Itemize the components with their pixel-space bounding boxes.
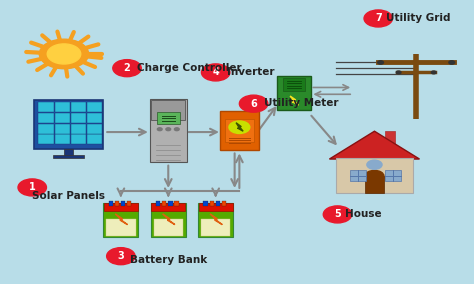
Circle shape [166, 128, 171, 131]
FancyBboxPatch shape [151, 203, 186, 237]
Circle shape [365, 170, 384, 182]
FancyBboxPatch shape [168, 201, 173, 206]
FancyBboxPatch shape [38, 102, 54, 112]
Text: Inverter: Inverter [227, 66, 274, 77]
Circle shape [113, 60, 141, 77]
Circle shape [378, 61, 383, 64]
FancyBboxPatch shape [55, 113, 70, 123]
FancyBboxPatch shape [121, 201, 125, 206]
Text: 1: 1 [29, 182, 36, 193]
FancyBboxPatch shape [151, 203, 185, 211]
Polygon shape [329, 131, 419, 159]
FancyBboxPatch shape [174, 201, 179, 206]
Circle shape [18, 179, 46, 196]
FancyBboxPatch shape [157, 112, 180, 124]
Circle shape [239, 95, 268, 112]
FancyBboxPatch shape [150, 99, 187, 162]
FancyBboxPatch shape [71, 113, 86, 123]
Circle shape [107, 248, 135, 265]
FancyBboxPatch shape [87, 124, 102, 134]
Polygon shape [290, 96, 299, 105]
FancyBboxPatch shape [365, 176, 384, 193]
FancyBboxPatch shape [87, 102, 102, 112]
Circle shape [157, 128, 162, 131]
FancyBboxPatch shape [154, 219, 183, 236]
Text: Utility Grid: Utility Grid [386, 13, 451, 23]
FancyBboxPatch shape [38, 113, 54, 123]
FancyBboxPatch shape [201, 219, 230, 236]
Polygon shape [115, 214, 128, 225]
Text: 4: 4 [212, 67, 219, 78]
Circle shape [229, 121, 250, 133]
FancyBboxPatch shape [210, 201, 214, 206]
Circle shape [396, 71, 401, 74]
FancyBboxPatch shape [220, 111, 259, 150]
Text: Utility Meter: Utility Meter [264, 98, 339, 108]
FancyBboxPatch shape [55, 102, 70, 112]
FancyBboxPatch shape [106, 219, 136, 236]
FancyBboxPatch shape [222, 201, 226, 206]
FancyBboxPatch shape [103, 203, 138, 237]
FancyBboxPatch shape [87, 113, 102, 123]
FancyBboxPatch shape [151, 100, 185, 120]
FancyBboxPatch shape [34, 100, 103, 149]
FancyBboxPatch shape [38, 124, 54, 134]
FancyBboxPatch shape [87, 134, 102, 144]
FancyBboxPatch shape [283, 78, 305, 91]
Text: Battery Bank: Battery Bank [130, 255, 207, 266]
FancyBboxPatch shape [38, 134, 54, 144]
FancyBboxPatch shape [71, 134, 86, 144]
FancyBboxPatch shape [71, 124, 86, 134]
Circle shape [201, 64, 230, 81]
Text: 5: 5 [334, 209, 341, 220]
Circle shape [47, 44, 81, 64]
Circle shape [39, 39, 89, 69]
FancyBboxPatch shape [115, 201, 119, 206]
FancyBboxPatch shape [104, 203, 138, 211]
FancyBboxPatch shape [216, 201, 220, 206]
FancyBboxPatch shape [71, 102, 86, 112]
Circle shape [431, 71, 436, 74]
Circle shape [367, 160, 382, 169]
Circle shape [364, 10, 392, 27]
FancyBboxPatch shape [350, 170, 366, 181]
Circle shape [449, 61, 455, 64]
FancyBboxPatch shape [385, 131, 395, 149]
FancyBboxPatch shape [203, 201, 208, 206]
FancyBboxPatch shape [55, 124, 70, 134]
FancyBboxPatch shape [336, 158, 413, 193]
Polygon shape [210, 214, 222, 225]
Circle shape [323, 206, 352, 223]
FancyBboxPatch shape [385, 170, 401, 181]
FancyBboxPatch shape [127, 201, 131, 206]
Text: Solar Panels: Solar Panels [32, 191, 105, 201]
Text: 6: 6 [250, 99, 257, 109]
FancyBboxPatch shape [225, 119, 254, 142]
FancyBboxPatch shape [64, 149, 73, 155]
Polygon shape [236, 123, 243, 131]
Text: 7: 7 [375, 13, 382, 24]
Text: 3: 3 [118, 251, 124, 261]
FancyBboxPatch shape [156, 201, 160, 206]
FancyBboxPatch shape [199, 203, 233, 211]
FancyBboxPatch shape [109, 201, 113, 206]
FancyBboxPatch shape [277, 76, 311, 110]
FancyBboxPatch shape [162, 201, 166, 206]
Text: House: House [345, 208, 382, 219]
Polygon shape [163, 214, 175, 225]
Circle shape [174, 128, 179, 131]
Text: 2: 2 [124, 63, 130, 73]
FancyBboxPatch shape [198, 203, 233, 237]
FancyBboxPatch shape [55, 134, 70, 144]
Text: Charge Controller: Charge Controller [137, 62, 242, 73]
FancyBboxPatch shape [53, 155, 84, 158]
